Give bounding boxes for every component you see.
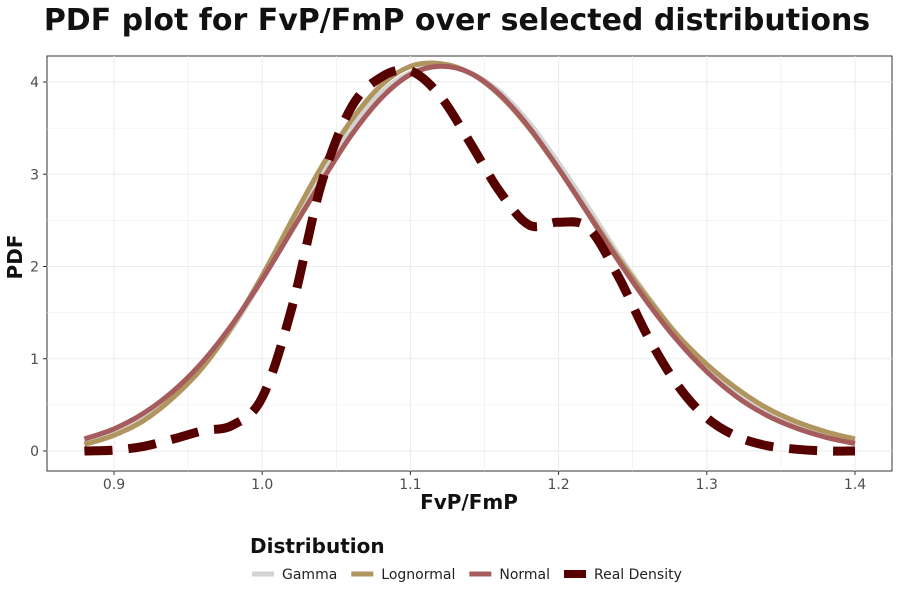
legend-label-normal: Normal	[499, 567, 550, 583]
chart-title: PDF plot for FvP/FmP over selected distr…	[44, 3, 870, 38]
y-axis-title: PDF	[3, 235, 27, 280]
y-tick-label: 4	[30, 75, 39, 91]
legend-title: Distribution	[250, 534, 385, 558]
series-line-normal	[83, 63, 856, 447]
y-tick-label: 1	[30, 352, 39, 368]
y-tick-label: 2	[30, 260, 39, 276]
y-tick-label: 3	[30, 167, 39, 183]
grid	[47, 56, 892, 471]
y-axis-ticks: 0 1 2 3 4	[30, 75, 47, 460]
x-tick-label: 1.4	[844, 477, 866, 493]
x-tick-label: 1.0	[251, 477, 273, 493]
x-axis-ticks: 0.9 1.0 1.1 1.2 1.3 1.4	[103, 471, 866, 493]
legend-label-lognormal: Lognormal	[381, 567, 455, 583]
series-lines	[83, 60, 856, 456]
legend-label-gamma: Gamma	[282, 567, 337, 583]
x-axis-title: FvP/FmP	[420, 490, 518, 514]
legend-label-real-density: Real Density	[594, 567, 682, 583]
x-tick-label: 0.9	[103, 477, 125, 493]
legend: Gamma Lognormal Normal Real Density	[252, 567, 682, 583]
x-tick-label: 1.1	[399, 477, 421, 493]
y-tick-label: 0	[30, 444, 39, 460]
x-tick-label: 1.3	[696, 477, 718, 493]
series-line-real-density	[84, 65, 856, 456]
x-tick-label: 1.2	[547, 477, 569, 493]
